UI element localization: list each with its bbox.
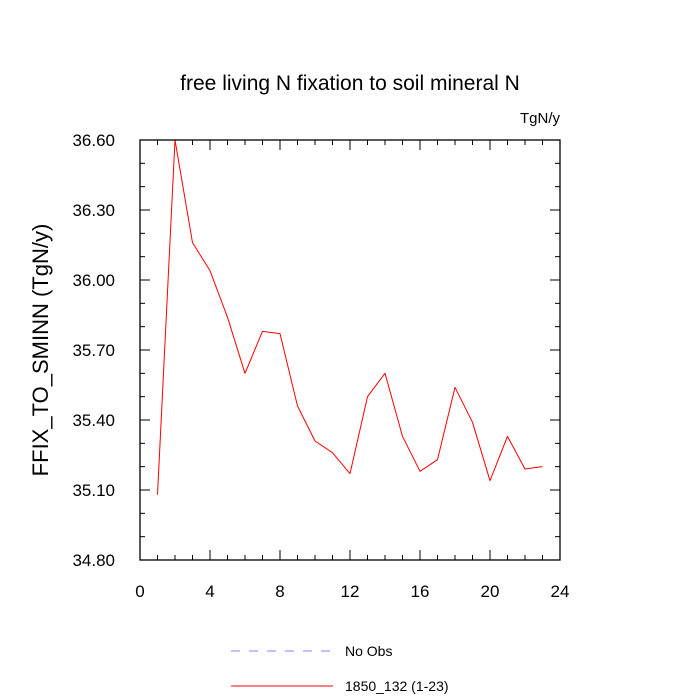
legend-label: 1850_132 (1-23) xyxy=(345,678,449,694)
axis-ticks xyxy=(139,139,561,561)
data-series xyxy=(157,139,543,495)
y-tick-label: 36.60 xyxy=(72,131,115,150)
x-tick-label: 16 xyxy=(411,582,430,601)
series-line xyxy=(157,139,543,495)
x-tick-label: 20 xyxy=(481,582,500,601)
y-tick-label: 35.10 xyxy=(72,481,115,500)
y-axis-label: FFIX_TO_SMINN (TgN/y) xyxy=(28,224,53,477)
legend-label: No Obs xyxy=(345,643,392,659)
x-tick-label: 4 xyxy=(205,582,214,601)
x-tick-label: 8 xyxy=(275,582,284,601)
x-tick-label: 0 xyxy=(135,582,144,601)
y-tick-label: 34.80 xyxy=(72,551,115,570)
x-tick-label: 24 xyxy=(551,582,570,601)
y-tick-labels: 34.80 35.10 35.40 35.70 36.00 36.30 36.60 xyxy=(72,131,115,570)
x-tick-labels: 0 4 8 12 16 20 24 xyxy=(135,582,569,601)
y-tick-label: 36.30 xyxy=(72,201,115,220)
chart-title: free living N fixation to soil mineral N xyxy=(180,72,520,95)
plot-frame xyxy=(139,139,561,561)
legend: No Obs 1850_132 (1-23) xyxy=(231,643,449,694)
y-tick-label: 35.40 xyxy=(72,411,115,430)
units-label: TgN/y xyxy=(520,110,561,127)
y-tick-label: 36.00 xyxy=(72,271,115,290)
y-tick-label: 35.70 xyxy=(72,341,115,360)
x-tick-label: 12 xyxy=(341,582,360,601)
